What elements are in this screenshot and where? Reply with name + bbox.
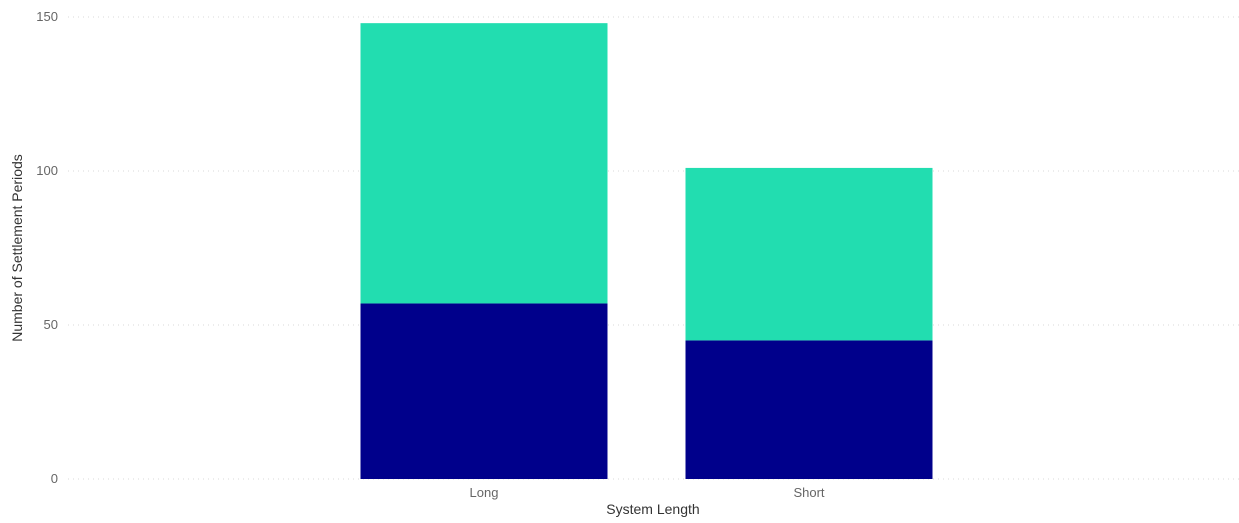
bar-short-segment-1[interactable] (685, 340, 933, 479)
y-tick-label: 0 (51, 471, 58, 486)
bar-long-segment-2[interactable] (360, 23, 608, 304)
y-tick-label: 50 (44, 317, 58, 332)
y-tick-label: 100 (36, 163, 58, 178)
y-tick-label: 150 (36, 9, 58, 24)
x-tick-label-short: Short (793, 485, 824, 500)
x-tick-label-long: Long (470, 485, 499, 500)
bar-long-segment-1[interactable] (360, 303, 608, 479)
bars (360, 23, 933, 479)
x-axis-ticks: Long Short (470, 485, 825, 500)
x-axis-title: System Length (606, 501, 699, 517)
y-axis-ticks: 0 50 100 150 (36, 9, 58, 486)
bar-short-segment-2[interactable] (685, 167, 933, 341)
y-axis-title: Number of Settlement Periods (9, 154, 25, 342)
gridlines (68, 16, 1239, 480)
